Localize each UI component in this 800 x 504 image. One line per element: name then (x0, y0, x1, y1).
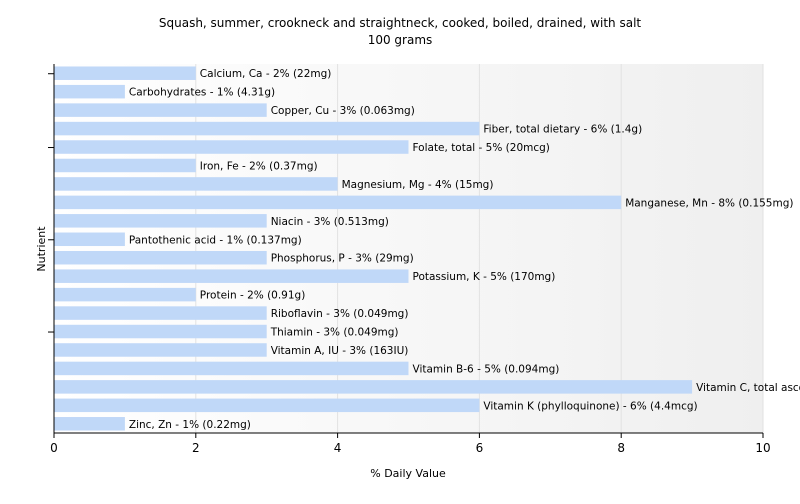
bar-label: Manganese, Mn - 8% (0.155mg) (625, 197, 793, 209)
bar (54, 177, 338, 191)
bar-label: Calcium, Ca - 2% (22mg) (200, 68, 332, 80)
x-tick-label: 4 (334, 441, 342, 455)
chart-subtitle: 100 grams (368, 33, 433, 47)
x-tick-label: 10 (755, 441, 770, 455)
plot-area (54, 64, 763, 433)
bar (54, 66, 196, 80)
bars: Calcium, Ca - 2% (22mg) Carbohydrates - 1… (54, 66, 800, 431)
bar-label: Riboflavin - 3% (0.049mg) (271, 308, 409, 320)
bar (54, 287, 196, 302)
bar (54, 195, 622, 210)
grid-lines (54, 64, 764, 433)
bar-label: Vitamin A, IU - 3% (163IU) (271, 345, 409, 357)
bar (54, 417, 125, 431)
chart-title: Squash, summer, crookneck and straightne… (159, 16, 642, 30)
bar (54, 214, 267, 228)
bar (54, 250, 267, 265)
bar-label: Vitamin B-6 - 5% (0.094mg) (413, 363, 560, 375)
bar-label: Vitamin K (phylloquinone) - 6% (4.4mcg) (483, 400, 697, 412)
bar (54, 269, 409, 283)
y-axis-label: Nutrient (35, 226, 48, 272)
bar (54, 398, 480, 413)
bar-label: Iron, Fe - 2% (0.37mg) (200, 160, 318, 172)
bar-label: Folate, total - 5% (20mcg) (413, 142, 550, 154)
x-tick-label: 0 (50, 441, 58, 455)
bar (54, 140, 409, 154)
bar (54, 380, 693, 394)
bar-label: Carbohydrates - 1% (4.31g) (129, 87, 275, 99)
bar-label: Phosphorus, P - 3% (29mg) (271, 253, 414, 265)
bar (54, 232, 125, 247)
x-tick-label: 2 (192, 441, 200, 455)
bar (54, 158, 196, 173)
bar-label: Protein - 2% (0.91g) (200, 290, 306, 302)
bar (54, 324, 267, 339)
bar-label: Niacin - 3% (0.513mg) (271, 216, 389, 228)
axes: 0 2 4 6 8 10 (48, 64, 771, 455)
bar (54, 121, 480, 136)
bar-label: Zinc, Zn - 1% (0.22mg) (129, 419, 251, 431)
bar-label: Potassium, K - 5% (170mg) (413, 271, 556, 283)
bar-label: Fiber, total dietary - 6% (1.4g) (483, 124, 642, 136)
bar (54, 306, 267, 320)
bar-label: Thiamin - 3% (0.049mg) (270, 327, 399, 339)
bar (54, 84, 125, 99)
bar (54, 361, 409, 376)
bar-label: Pantothenic acid - 1% (0.137mg) (129, 234, 302, 246)
x-axis-label: % Daily Value (370, 467, 446, 480)
bar (54, 343, 267, 357)
x-tick-label: 6 (476, 441, 484, 455)
bar-label: Magnesium, Mg - 4% (15mg) (342, 179, 494, 191)
x-tick-label: 8 (617, 441, 625, 455)
bar-label: Copper, Cu - 3% (0.063mg) (271, 105, 415, 117)
bar (54, 103, 267, 117)
bar-label: Vitamin C, total ascorbic acid - 9% (5.5… (696, 382, 800, 394)
